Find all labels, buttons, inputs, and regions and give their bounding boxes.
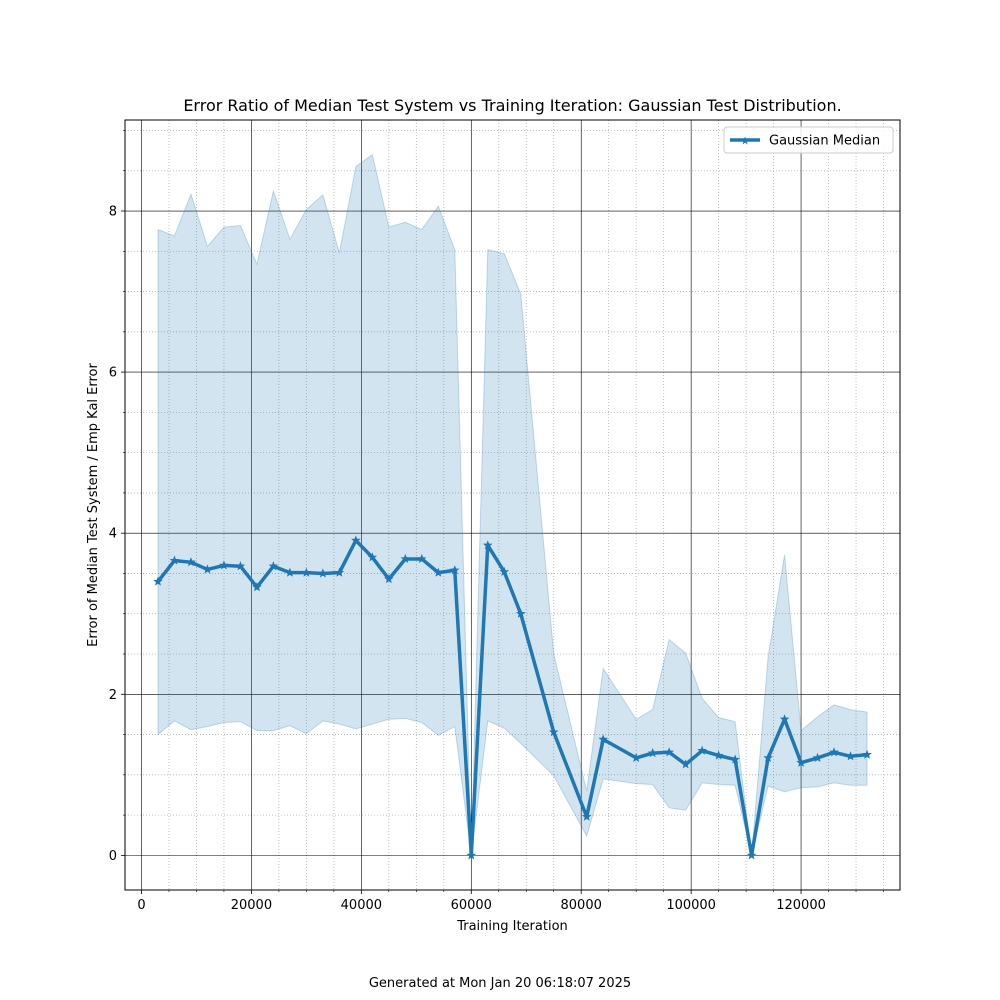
data-point-marker [169,555,180,565]
legend-marker-sample: ★ [740,135,750,148]
data-point-marker [466,850,477,860]
legend: ★ Gaussian Median [723,126,894,154]
data-point-marker [186,557,196,567]
data-point-marker [631,752,641,762]
data-point-marker [449,565,460,575]
data-point-marker [862,749,872,759]
data-point-marker [417,553,427,564]
y-tick-label: 0 [109,849,117,864]
data-point-marker [713,750,724,760]
x-tick-label: 80000 [561,898,602,913]
data-point-marker [318,568,328,578]
error-band [157,153,868,856]
data-point-marker [779,714,790,724]
data-point-marker [367,552,378,562]
x-tick-label: 40000 [341,898,382,913]
y-axis-label: Error of Median Test System / Emp Kal Er… [86,362,101,646]
y-tick-label: 4 [109,527,117,542]
data-point-marker [384,574,394,584]
x-tick-label: 120000 [776,898,826,913]
data-point-marker [433,567,444,577]
x-tick-label: 0 [137,898,145,913]
minor-grid [125,120,900,890]
data-point-marker [763,752,773,762]
data-point-marker [153,576,163,586]
data-point-marker [680,759,691,769]
x-axis-ticks: 0 20000 40000 60000 80000 100000 120000 [137,890,884,913]
x-tick-label: 100000 [666,898,716,913]
series-markers [153,535,872,860]
y-tick-label: 8 [109,205,117,220]
legend-label: Gaussian Median [769,134,880,149]
data-point-marker [746,850,757,860]
data-point-marker [252,582,262,592]
y-tick-label: 2 [109,688,117,703]
major-grid [125,120,900,890]
plot-frame [124,119,901,891]
y-tick-label: 6 [109,366,117,381]
data-point-marker [697,745,707,755]
data-point-marker [829,747,839,757]
data-point-marker [796,757,806,767]
data-point-marker [548,727,559,737]
data-point-marker [202,564,213,574]
data-point-marker [482,540,493,550]
data-point-marker [812,752,823,762]
data-point-marker [664,747,674,757]
x-tick-label: 60000 [451,898,492,913]
data-point-marker [334,567,345,577]
data-point-marker [285,567,295,577]
data-point-marker [581,811,592,821]
confidence-band [157,153,868,856]
data-point-marker [268,561,279,571]
data-point-marker [351,535,361,545]
data-point-marker [515,608,526,618]
x-axis-label: Training Iteration [456,919,568,934]
data-point-marker [301,567,312,577]
y-axis-ticks: 0 2 4 6 8 [109,130,125,864]
chart-title: Error Ratio of Median Test System vs Tra… [183,96,841,115]
legend-box [723,126,894,154]
data-point-marker [730,754,740,764]
x-tick-label: 20000 [231,898,272,913]
data-point-marker [235,561,246,571]
generated-timestamp: Generated at Mon Jan 20 06:18:07 2025 [368,976,632,991]
data-point-marker [647,748,658,758]
data-point-marker [598,734,608,744]
data-point-marker [219,560,229,570]
data-point-marker [845,751,856,761]
data-point-marker [400,553,411,564]
data-point-marker [499,566,510,576]
